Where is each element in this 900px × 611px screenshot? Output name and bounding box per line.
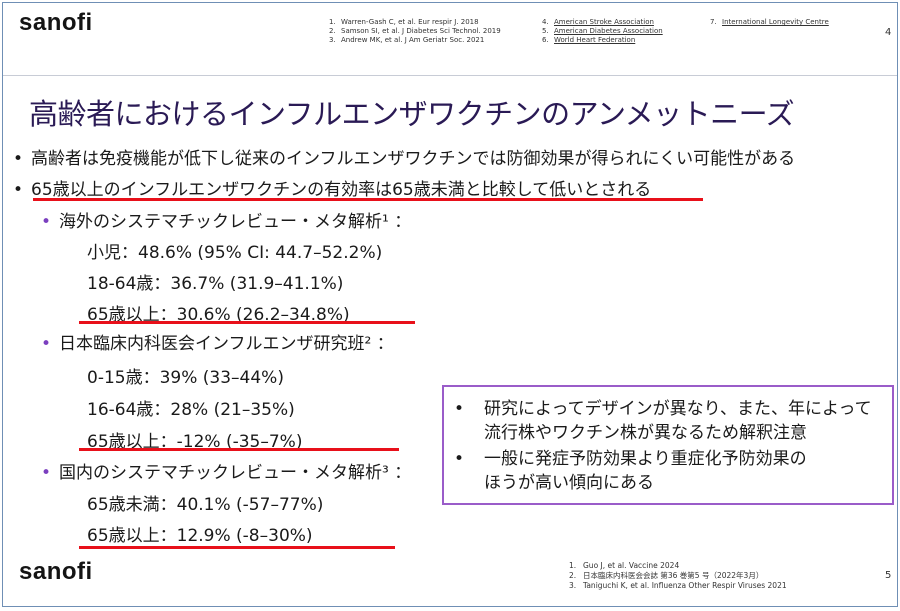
reference-link-item[interactable]: 7. International Longevity Centre [710, 18, 829, 26]
bullet-dot: • [13, 180, 24, 200]
stat-row-highlighted: 65歳以上：-12% (-35–7%) [87, 432, 303, 452]
red-underline [79, 321, 415, 324]
note-item-2: • 一般に発症予防効果より重症化予防効果の ほうが高い傾向にある [454, 449, 807, 493]
stat-row: 小児：48.6% (95% CI: 44.7–52.2%) [87, 243, 383, 263]
bullet-point-1: • 高齢者は免疫機能が低下し従来のインフルエンザワクチンでは防御効果が得られにくい… [13, 149, 796, 169]
header-references-col3: 7. International Longevity Centre [710, 18, 829, 27]
stat-row-highlighted: 65歳以上：30.6% (26.2–34.8%) [87, 305, 350, 325]
reference-link-item[interactable]: 4. American Stroke Association [542, 18, 654, 26]
section-overseas-meta-analysis: • 海外のシステマチックレビュー・メタ解析¹ ： [41, 212, 412, 232]
stat-row-highlighted: 65歳以上：12.9% (-8–30%) [87, 526, 313, 546]
purple-bullet-dot: • [41, 212, 52, 232]
reference-link[interactable]: World Heart Federation [554, 36, 636, 44]
reference-item: 1. Guo J, et al. Vaccine 2024 [569, 561, 680, 570]
header-references-col1: 1. Warren-Gash C, et al. Eur respir J. 20… [329, 18, 501, 45]
section-domestic-meta-analysis: • 国内のシステマチックレビュー・メタ解析³ ： [41, 463, 412, 483]
caution-note-box: • 研究によってデザインが異なり、また、年によって 流行株やワクチン株が異なるため解… [442, 385, 894, 505]
page-number-bottom: 5 [885, 570, 892, 581]
sanofi-logo-bottom: sanofi [19, 558, 93, 585]
reference-item: 3. Andrew MK, et al. J Am Geriatr Soc. 20… [329, 36, 485, 44]
header-divider [3, 75, 897, 76]
reference-link-item[interactable]: 6. World Heart Federation [542, 36, 636, 44]
slide-title: 高齢者におけるインフルエンザワクチンのアンメットニーズ [29, 97, 795, 131]
sanofi-logo-top: sanofi [19, 9, 93, 36]
reference-link-item[interactable]: 5. American Diabetes Association [542, 27, 663, 35]
bullet-dot: • [454, 399, 465, 419]
reference-link[interactable]: American Stroke Association [554, 18, 654, 26]
stat-row: 0-15歳：39% (33–44%) [87, 368, 284, 388]
red-underline [79, 448, 399, 451]
reference-item: 2. 日本臨床内科医会会誌 第36 巻第5 号（2022年3月） [569, 571, 764, 580]
stat-row: 65歳未満：40.1% (-57–77%) [87, 495, 324, 515]
stat-row: 18-64歳：36.7% (31.9–41.1%) [87, 274, 344, 294]
purple-bullet-dot: • [41, 334, 52, 354]
reference-link[interactable]: International Longevity Centre [722, 18, 829, 26]
purple-bullet-dot: • [41, 463, 52, 483]
reference-link[interactable]: American Diabetes Association [554, 27, 663, 35]
header-references-col2: 4. American Stroke Association 5. American… [542, 18, 663, 45]
note-item-1: • 研究によってデザインが異なり、また、年によって 流行株やワクチン株が異なるため解… [454, 399, 872, 443]
footer-references: 1. Guo J, et al. Vaccine 2024 2. 日本臨床内科医会会… [569, 561, 787, 591]
section-jpa-study-group: • 日本臨床内科医会インフルエンザ研究班² ： [41, 334, 394, 354]
bullet-dot: • [454, 449, 465, 469]
bullet-point-2: • 65歳以上のインフルエンザワクチンの有効率は65歳未満と比較して低いとされる [13, 180, 652, 200]
red-underline [79, 546, 395, 549]
red-underline [33, 198, 703, 201]
reference-item: 1. Warren-Gash C, et al. Eur respir J. 20… [329, 18, 479, 26]
stat-row: 16-64歳：28% (21–35%) [87, 400, 295, 420]
bullet-dot: • [13, 149, 24, 169]
reference-item: 3. Taniguchi K, et al. Influenza Other Re… [569, 581, 787, 590]
page-number-top: 4 [885, 27, 892, 38]
reference-item: 2. Samson SI, et al. J Diabetes Sci Techn… [329, 27, 501, 35]
